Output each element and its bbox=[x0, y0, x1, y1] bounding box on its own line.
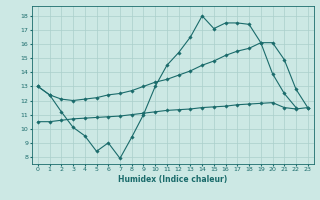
X-axis label: Humidex (Indice chaleur): Humidex (Indice chaleur) bbox=[118, 175, 228, 184]
